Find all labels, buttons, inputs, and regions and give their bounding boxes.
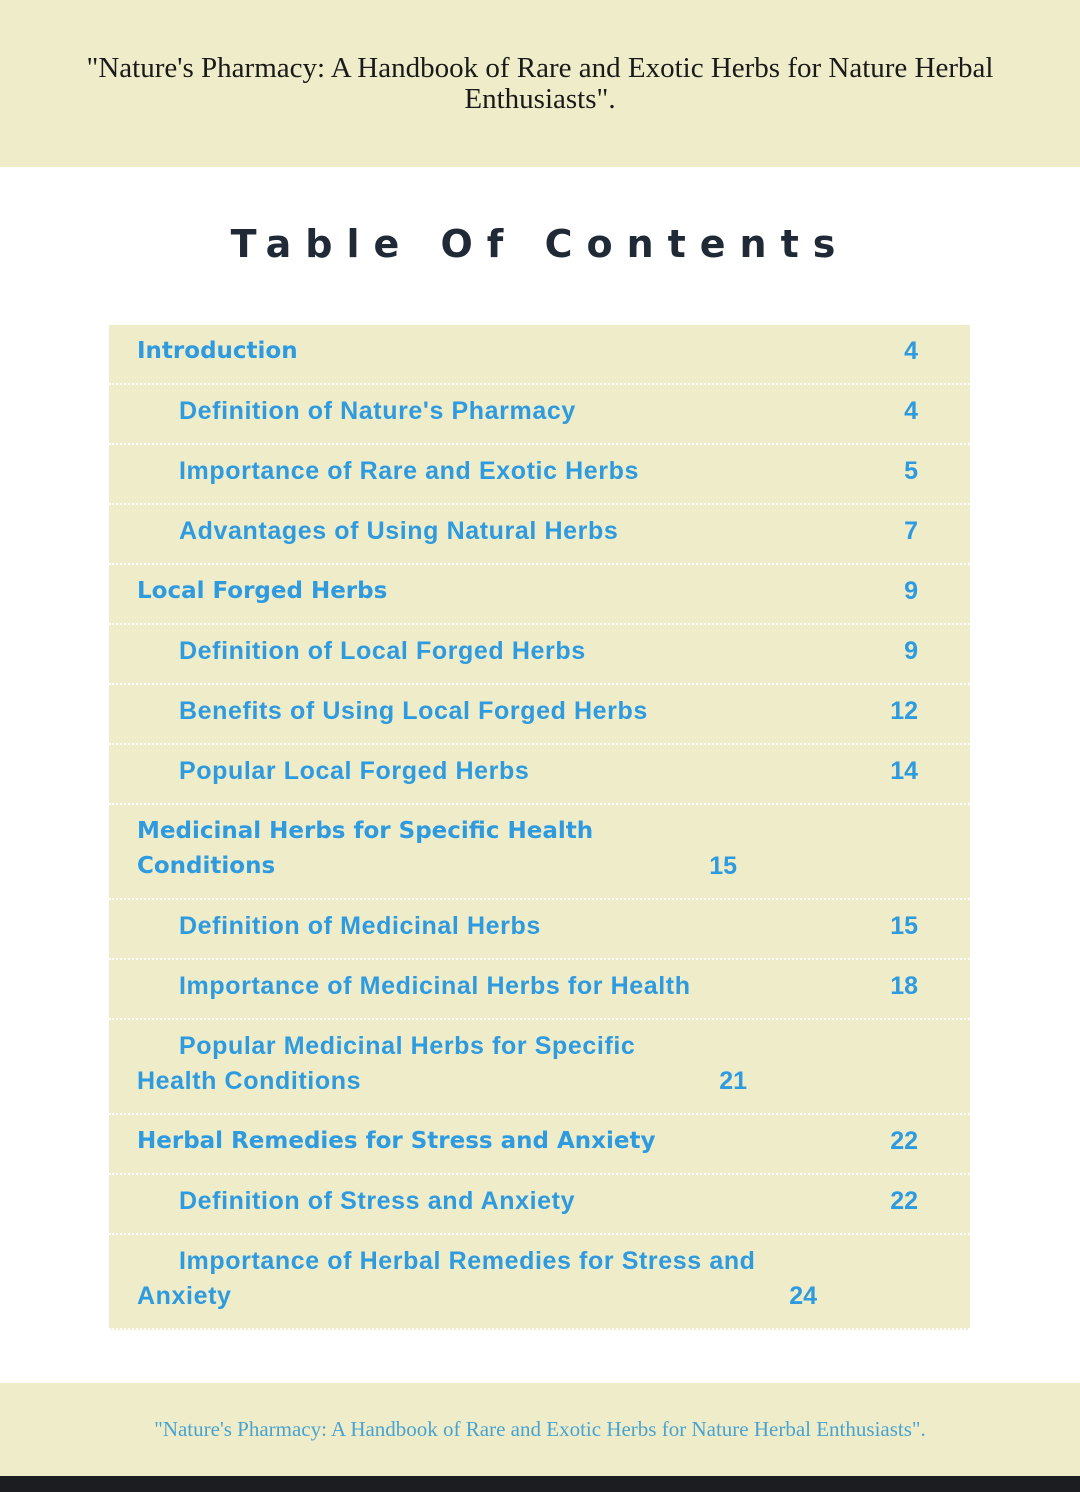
toc-entry-title[interactable]: Popular Medicinal Herbs for Specific Hea… <box>137 1032 636 1095</box>
toc-entry-title[interactable]: Definition of Stress and Anxiety <box>179 1187 576 1215</box>
header-title: "Nature's Pharmacy: A Handbook of Rare a… <box>86 51 994 115</box>
toc-entry-page[interactable]: 15 <box>890 912 918 940</box>
toc-entry[interactable]: Definition of Stress and Anxiety 22 <box>109 1175 970 1235</box>
toc-entry[interactable]: Local Forged Herbs 9 <box>109 565 970 625</box>
toc-entry-page[interactable]: 4 <box>904 397 918 425</box>
toc-entry-title[interactable]: Herbal Remedies for Stress and Anxiety <box>137 1128 656 1154</box>
toc-entry[interactable]: Introduction 4 <box>109 325 970 385</box>
toc-entry-page[interactable]: 24 <box>789 1282 817 1310</box>
toc-entry-page[interactable]: 9 <box>904 637 918 665</box>
toc-entry-page[interactable]: 22 <box>890 1187 918 1215</box>
toc-entry-page[interactable]: 4 <box>904 337 918 365</box>
toc-entry[interactable]: Herbal Remedies for Stress and Anxiety 22 <box>109 1115 970 1175</box>
toc-entry[interactable]: Definition of Nature's Pharmacy 4 <box>109 385 970 445</box>
toc-entry-page[interactable]: 12 <box>890 697 918 725</box>
toc-entry[interactable]: Importance of Medicinal Herbs for Health… <box>109 960 970 1020</box>
toc-heading: Table Of Contents <box>230 222 850 266</box>
toc-entry-page[interactable]: 15 <box>709 852 737 880</box>
toc-entry-page[interactable]: 14 <box>890 757 918 785</box>
toc-entry-title[interactable]: Definition of Nature's Pharmacy <box>179 397 576 425</box>
footer-text: "Nature's Pharmacy: A Handbook of Rare a… <box>154 1417 926 1441</box>
toc-entry-page[interactable]: 7 <box>904 517 918 545</box>
table-of-contents: Introduction 4 Definition of Nature's Pha… <box>109 325 970 1330</box>
toc-entry-title[interactable]: Local Forged Herbs <box>137 578 388 604</box>
toc-entry[interactable]: Benefits of Using Local Forged Herbs 12 <box>109 685 970 745</box>
toc-entry-title[interactable]: Benefits of Using Local Forged Herbs <box>179 697 648 725</box>
toc-entry-page[interactable]: 22 <box>890 1127 918 1155</box>
toc-entry-title[interactable]: Importance of Medicinal Herbs for Health <box>179 972 691 1000</box>
toc-entry-title[interactable]: Medicinal Herbs for Specific Health Cond… <box>137 818 594 879</box>
toc-entry-title[interactable]: Definition of Medicinal Herbs <box>179 912 541 940</box>
toc-entry-title[interactable]: Importance of Herbal Remedies for Stress… <box>137 1247 756 1310</box>
toc-entry[interactable]: Importance of Herbal Remedies for Stress… <box>109 1235 970 1330</box>
toc-entry[interactable]: Popular Medicinal Herbs for Specific Hea… <box>109 1020 970 1115</box>
page-header: "Nature's Pharmacy: A Handbook of Rare a… <box>0 0 1080 167</box>
toc-entry-title[interactable]: Popular Local Forged Herbs <box>179 757 530 785</box>
toc-entry-title[interactable]: Advantages of Using Natural Herbs <box>179 517 619 545</box>
toc-entry[interactable]: Popular Local Forged Herbs 14 <box>109 745 970 805</box>
toc-entry[interactable]: Definition of Medicinal Herbs 15 <box>109 900 970 960</box>
toc-entry-page[interactable]: 9 <box>904 577 918 605</box>
toc-entry-page[interactable]: 5 <box>904 457 918 485</box>
toc-entry[interactable]: Importance of Rare and Exotic Herbs 5 <box>109 445 970 505</box>
page-footer: "Nature's Pharmacy: A Handbook of Rare a… <box>0 1383 1080 1476</box>
toc-entry[interactable]: Medicinal Herbs for Specific Health Cond… <box>109 805 970 900</box>
toc-entry[interactable]: Advantages of Using Natural Herbs 7 <box>109 505 970 565</box>
toc-entry[interactable]: Definition of Local Forged Herbs 9 <box>109 625 970 685</box>
toc-entry-page[interactable]: 21 <box>719 1067 747 1095</box>
toc-entry-title[interactable]: Importance of Rare and Exotic Herbs <box>179 457 640 485</box>
toc-entry-title[interactable]: Introduction <box>137 338 298 364</box>
toc-entry-title[interactable]: Definition of Local Forged Herbs <box>179 637 586 665</box>
bottom-bar <box>0 1476 1080 1492</box>
toc-entry-page[interactable]: 18 <box>890 972 918 1000</box>
